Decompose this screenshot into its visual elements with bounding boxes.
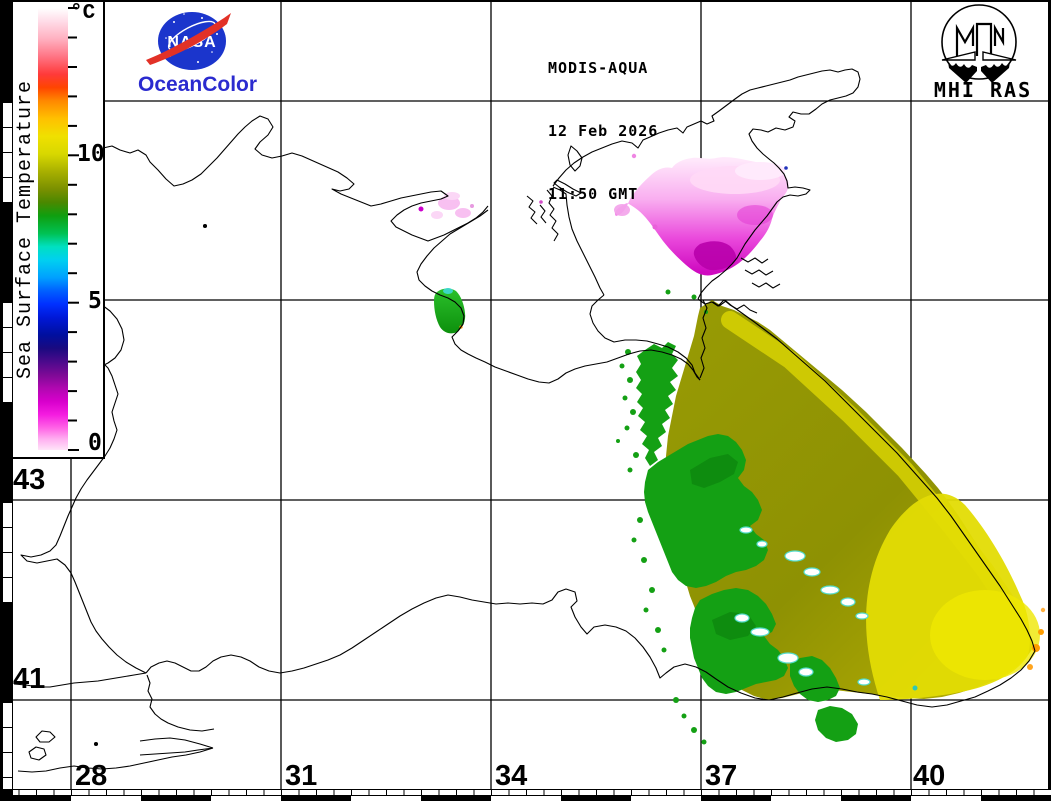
coast-bosphorus bbox=[146, 674, 215, 732]
lon-label-37: 37 bbox=[705, 760, 738, 792]
colorbar: Sea Surface Temperature °C 10 5 0 bbox=[13, 2, 105, 459]
coast-liman-1 bbox=[567, 145, 583, 172]
colorbar-gradient bbox=[38, 8, 68, 450]
island-marmara-2 bbox=[28, 746, 47, 761]
coast-azov bbox=[552, 68, 861, 300]
lon-label-34: 34 bbox=[495, 760, 528, 792]
map-frame-top bbox=[0, 0, 1051, 2]
image-time: 11:50 GMT bbox=[548, 185, 639, 203]
coast-marmara-south bbox=[17, 747, 214, 773]
coast-izmit-2 bbox=[139, 747, 214, 756]
sst-field-west-crimea bbox=[434, 288, 466, 334]
latitude-ruler bbox=[0, 2, 13, 789]
coastlines bbox=[13, 68, 1036, 773]
cloud-holes bbox=[734, 526, 871, 686]
grid-lines bbox=[13, 2, 1048, 789]
colorbar-tick-10: 10 bbox=[77, 141, 105, 167]
colorbar-tick-5: 5 bbox=[88, 288, 102, 314]
lat-label-41: 41 bbox=[13, 663, 46, 695]
coast-taman-3 bbox=[744, 269, 774, 276]
island-marmara-1 bbox=[35, 730, 56, 743]
coast-northwest bbox=[102, 115, 489, 242]
oceancolor-label: OceanColor bbox=[138, 73, 258, 96]
coast-west bbox=[20, 361, 147, 674]
coast-sivash-3 bbox=[539, 204, 547, 224]
green-specks bbox=[616, 289, 708, 745]
coast-izmit-1 bbox=[139, 737, 214, 749]
coast-kerch-strait bbox=[699, 299, 708, 379]
nasa-logo: NASA bbox=[146, 12, 231, 70]
colorbar-tick-0: 0 bbox=[88, 430, 102, 456]
coast-crimea bbox=[416, 209, 701, 384]
coast-taman-2 bbox=[740, 257, 769, 264]
lon-label-28: 28 bbox=[75, 760, 108, 792]
island-dot-1 bbox=[93, 741, 99, 747]
coast-liman-2 bbox=[553, 179, 582, 197]
coast-marmara-north bbox=[13, 672, 147, 688]
coast-taman-4 bbox=[751, 282, 781, 289]
mhi-ras-label: MHI RAS bbox=[933, 78, 1033, 102]
frame-corner bbox=[0, 789, 13, 801]
longitude-ruler bbox=[0, 789, 1051, 801]
coast-sivash-2 bbox=[526, 195, 538, 225]
lon-label-40: 40 bbox=[913, 760, 946, 792]
coast-danube bbox=[101, 304, 125, 367]
image-date: 12 Feb 2026 bbox=[548, 122, 659, 140]
sst-field-green-patches bbox=[616, 289, 858, 745]
colorbar-ticks bbox=[68, 7, 79, 451]
coast-kerch-north bbox=[589, 294, 701, 381]
coast-arabat-spit bbox=[552, 186, 605, 296]
coast-caucasus bbox=[712, 300, 1036, 652]
sst-field-karkinit bbox=[418, 192, 474, 219]
lon-label-31: 31 bbox=[285, 760, 318, 792]
island-dot-2 bbox=[202, 223, 208, 229]
sst-field-azov bbox=[539, 153, 789, 276]
colorbar-unit: °C bbox=[70, 2, 96, 25]
map-frame-right bbox=[1048, 0, 1051, 801]
mhi-ras-logo bbox=[941, 4, 1017, 83]
coast-sivash bbox=[546, 189, 559, 242]
satellite-name: MODIS-AQUA bbox=[548, 59, 649, 77]
image-title: MODIS-AQUA 12 Feb 2026 11:50 GMT bbox=[548, 16, 658, 247]
lat-label-43: 43 bbox=[13, 464, 46, 496]
coast-turkey bbox=[145, 588, 1036, 708]
